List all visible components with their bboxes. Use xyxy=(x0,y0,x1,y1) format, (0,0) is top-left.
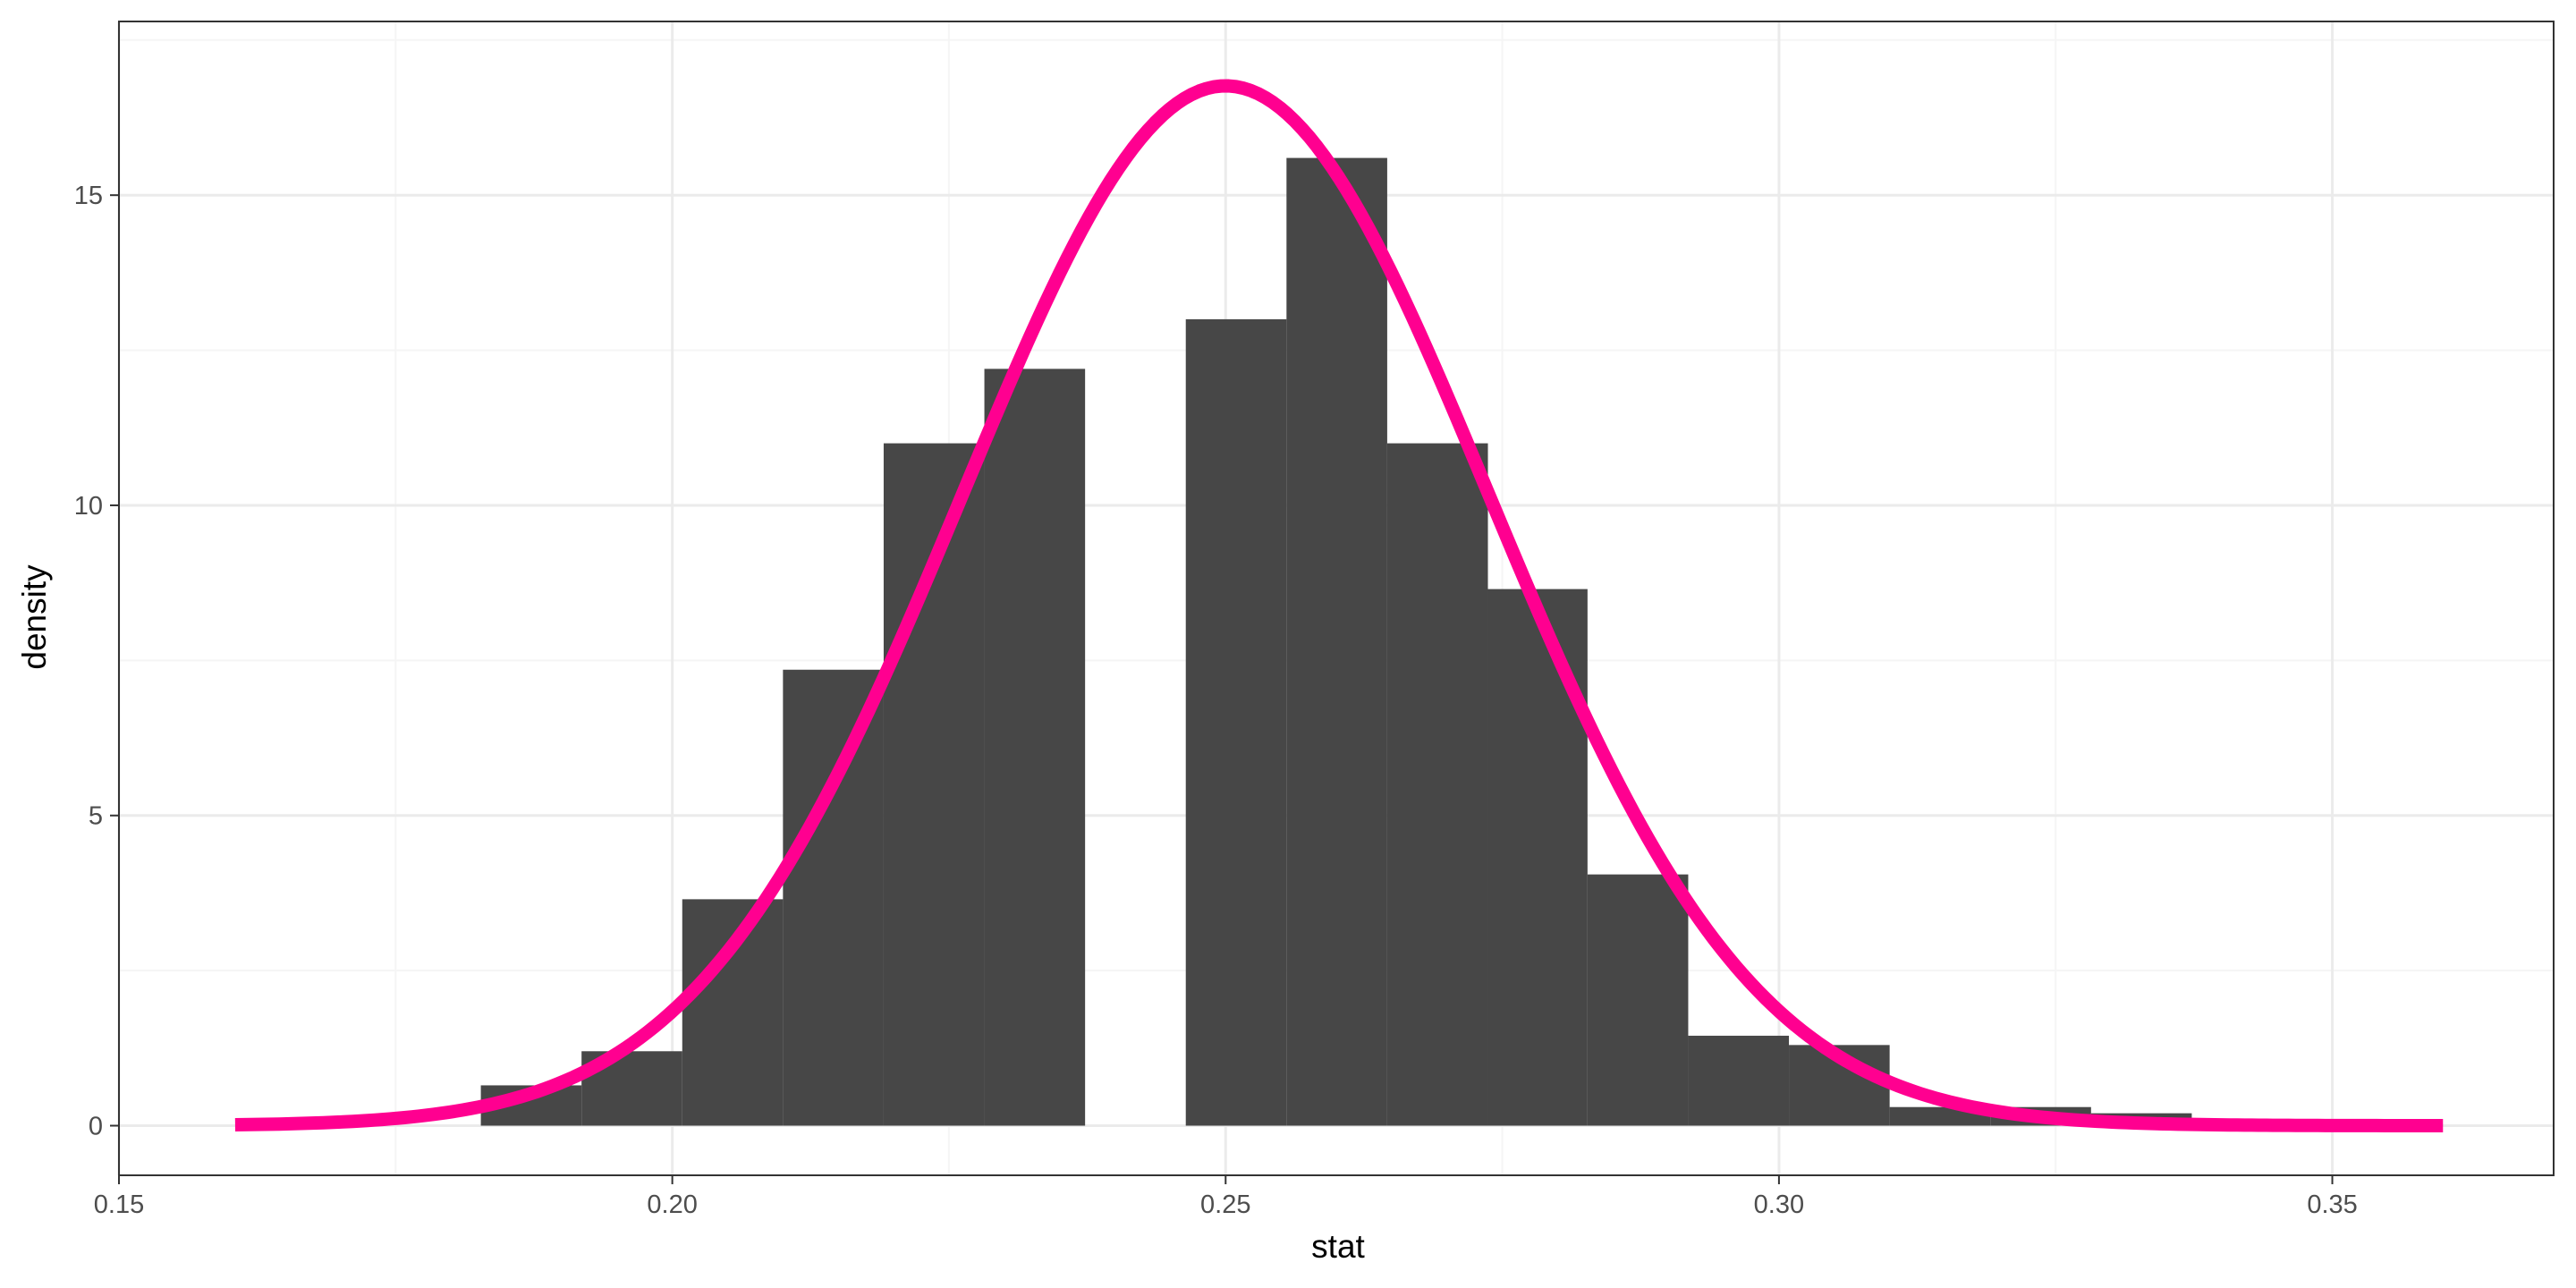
density-curve xyxy=(234,79,2444,1132)
histogram-bar xyxy=(682,899,784,1126)
histogram-bar xyxy=(1688,1035,1790,1126)
histogram-bar xyxy=(984,369,1086,1126)
x-tick-label: 0.15 xyxy=(94,1191,144,1219)
x-tick-label: 0.35 xyxy=(2307,1191,2357,1219)
histogram-bar xyxy=(1386,443,1488,1126)
y-axis-ticks: 0 5 10 15 xyxy=(74,182,119,1141)
histogram-bars xyxy=(480,157,2192,1126)
x-tick-label: 0.30 xyxy=(1754,1191,1804,1219)
x-tick-label: 0.20 xyxy=(647,1191,697,1219)
y-tick-label: 15 xyxy=(74,182,103,210)
panel-border xyxy=(118,21,2555,1176)
histogram-bar xyxy=(1487,589,1588,1126)
histogram-bar xyxy=(783,669,884,1126)
histogram-bar xyxy=(1286,157,1387,1126)
x-axis-ticks: 0.15 0.20 0.25 0.30 0.35 xyxy=(94,1175,2358,1219)
y-tick-label: 10 xyxy=(74,492,103,521)
x-axis-title: stat xyxy=(1311,1228,1365,1265)
histogram-bar xyxy=(1185,318,1287,1126)
y-tick-label: 5 xyxy=(89,802,103,831)
y-axis-title: density xyxy=(16,564,53,670)
histogram-bar xyxy=(1587,874,1689,1126)
y-tick-label: 0 xyxy=(89,1113,103,1141)
x-tick-label: 0.25 xyxy=(1200,1191,1250,1219)
